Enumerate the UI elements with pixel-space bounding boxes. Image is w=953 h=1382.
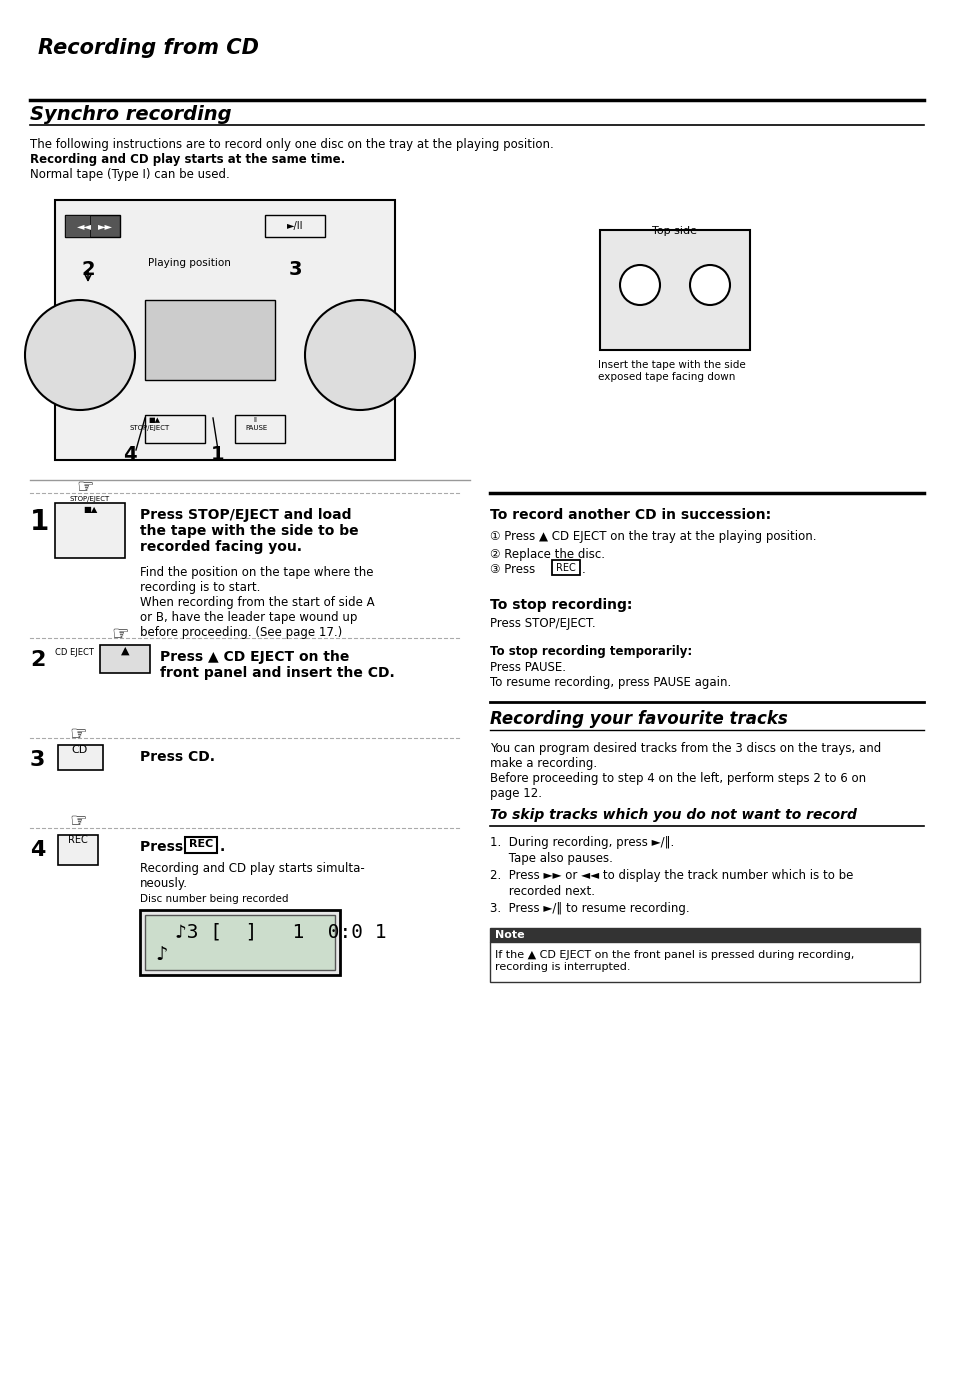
Circle shape: [25, 300, 135, 410]
Text: ☞: ☞: [112, 625, 129, 644]
Text: .: .: [220, 840, 225, 854]
Text: ☞: ☞: [70, 726, 87, 744]
Text: ♪: ♪: [154, 945, 168, 965]
Text: REC: REC: [189, 839, 213, 849]
Circle shape: [305, 300, 415, 410]
Text: PAUSE: PAUSE: [246, 426, 268, 431]
Text: .: .: [581, 562, 585, 576]
Bar: [65, 216, 120, 236]
Text: When recording from the start of side A
or B, have the leader tape wound up
befo: When recording from the start of side A …: [140, 596, 375, 638]
Text: Recording from CD: Recording from CD: [38, 37, 258, 58]
Text: 1: 1: [211, 445, 225, 464]
Text: To stop recording:: To stop recording:: [490, 598, 632, 612]
Text: STOP/EJECT: STOP/EJECT: [130, 426, 170, 431]
Text: Press: Press: [140, 840, 188, 854]
Text: ►/II: ►/II: [287, 221, 303, 231]
Text: Insert the tape with the side
exposed tape facing down: Insert the tape with the side exposed ta…: [598, 359, 745, 381]
Text: ☞: ☞: [70, 813, 87, 831]
Text: 4: 4: [30, 840, 46, 860]
Text: Top side: Top side: [652, 227, 697, 236]
Text: Tape also pauses.: Tape also pauses.: [490, 851, 612, 865]
Text: 2: 2: [81, 260, 94, 279]
Text: Press CD.: Press CD.: [140, 750, 214, 764]
Bar: [490, 943, 919, 983]
Bar: [490, 927, 919, 943]
Text: 4: 4: [123, 445, 136, 464]
Text: You can program desired tracks from the 3 discs on the trays, and
make a recordi: You can program desired tracks from the …: [490, 742, 881, 770]
Bar: [234, 415, 285, 444]
Text: 1.  During recording, press ►/‖.: 1. During recording, press ►/‖.: [490, 836, 674, 849]
Text: Playing position: Playing position: [148, 258, 231, 268]
Bar: [100, 645, 150, 673]
Text: Before proceeding to step 4 on the left, perform steps 2 to 6 on
page 12.: Before proceeding to step 4 on the left,…: [490, 773, 865, 800]
Text: II: II: [253, 417, 256, 423]
Text: ►►: ►►: [98, 221, 112, 231]
Text: Recording and CD play starts at the same time.: Recording and CD play starts at the same…: [30, 153, 345, 166]
Text: Find the position on the tape where the
recording is to start.: Find the position on the tape where the …: [140, 567, 374, 594]
Text: To record another CD in succession:: To record another CD in succession:: [490, 509, 770, 522]
Text: To resume recording, press PAUSE again.: To resume recording, press PAUSE again.: [490, 676, 731, 690]
Bar: [58, 835, 98, 865]
Bar: [265, 216, 325, 236]
Text: To stop recording temporarily:: To stop recording temporarily:: [490, 645, 692, 658]
Text: Press STOP/EJECT and load
the tape with the side to be
recorded facing you.: Press STOP/EJECT and load the tape with …: [140, 509, 358, 554]
Text: 3: 3: [288, 260, 301, 279]
Bar: [55, 503, 125, 558]
Text: STOP/EJECT: STOP/EJECT: [70, 496, 111, 502]
Text: ■▲: ■▲: [148, 417, 160, 423]
Text: CD EJECT: CD EJECT: [55, 648, 93, 656]
Text: ♪3 [  ]   1  0:0 1: ♪3 [ ] 1 0:0 1: [174, 922, 386, 941]
Text: 2.  Press ►► or ◄◄ to display the track number which is to be: 2. Press ►► or ◄◄ to display the track n…: [490, 869, 853, 882]
Text: The following instructions are to record only one disc on the tray at the playin: The following instructions are to record…: [30, 138, 553, 151]
Bar: [185, 837, 216, 853]
Bar: [65, 216, 90, 236]
Text: Recording and CD play starts simulta-
neously.: Recording and CD play starts simulta- ne…: [140, 862, 364, 890]
Text: 3.  Press ►/‖ to resume recording.: 3. Press ►/‖ to resume recording.: [490, 902, 689, 915]
Text: ■▲: ■▲: [83, 504, 97, 514]
Circle shape: [689, 265, 729, 305]
Bar: [145, 300, 274, 380]
Text: Press STOP/EJECT.: Press STOP/EJECT.: [490, 616, 595, 630]
Text: Note: Note: [495, 930, 524, 940]
Bar: [58, 745, 103, 770]
Text: ③ Press: ③ Press: [490, 562, 538, 576]
Text: ② Replace the disc.: ② Replace the disc.: [490, 549, 604, 561]
Text: 2: 2: [30, 650, 46, 670]
Bar: [552, 560, 579, 575]
Text: ▲: ▲: [121, 645, 129, 656]
Text: Synchro recording: Synchro recording: [30, 105, 232, 124]
Text: recorded next.: recorded next.: [490, 884, 595, 898]
Text: Press ▲ CD EJECT on the
front panel and insert the CD.: Press ▲ CD EJECT on the front panel and …: [160, 650, 395, 680]
Text: 1: 1: [30, 509, 50, 536]
Text: Disc number being recorded: Disc number being recorded: [140, 894, 288, 904]
Text: REC: REC: [68, 835, 88, 844]
Text: Normal tape (Type I) can be used.: Normal tape (Type I) can be used.: [30, 169, 230, 181]
Text: 3: 3: [30, 750, 46, 770]
Bar: [145, 915, 335, 970]
Bar: [55, 200, 395, 460]
Text: CD: CD: [71, 745, 88, 755]
Text: Recording your favourite tracks: Recording your favourite tracks: [490, 710, 787, 728]
Text: ☞: ☞: [76, 478, 93, 498]
Circle shape: [619, 265, 659, 305]
Text: If the ▲ CD EJECT on the front panel is pressed during recording,
recording is i: If the ▲ CD EJECT on the front panel is …: [495, 949, 854, 972]
Bar: [145, 415, 205, 444]
Text: ◄◄: ◄◄: [77, 221, 91, 231]
Text: REC: REC: [556, 562, 576, 574]
Bar: [599, 229, 749, 350]
Bar: [140, 909, 339, 974]
Text: Press PAUSE.: Press PAUSE.: [490, 661, 565, 674]
Text: ① Press ▲ CD EJECT on the tray at the playing position.: ① Press ▲ CD EJECT on the tray at the pl…: [490, 531, 816, 543]
Text: To skip tracks which you do not want to record: To skip tracks which you do not want to …: [490, 808, 856, 822]
